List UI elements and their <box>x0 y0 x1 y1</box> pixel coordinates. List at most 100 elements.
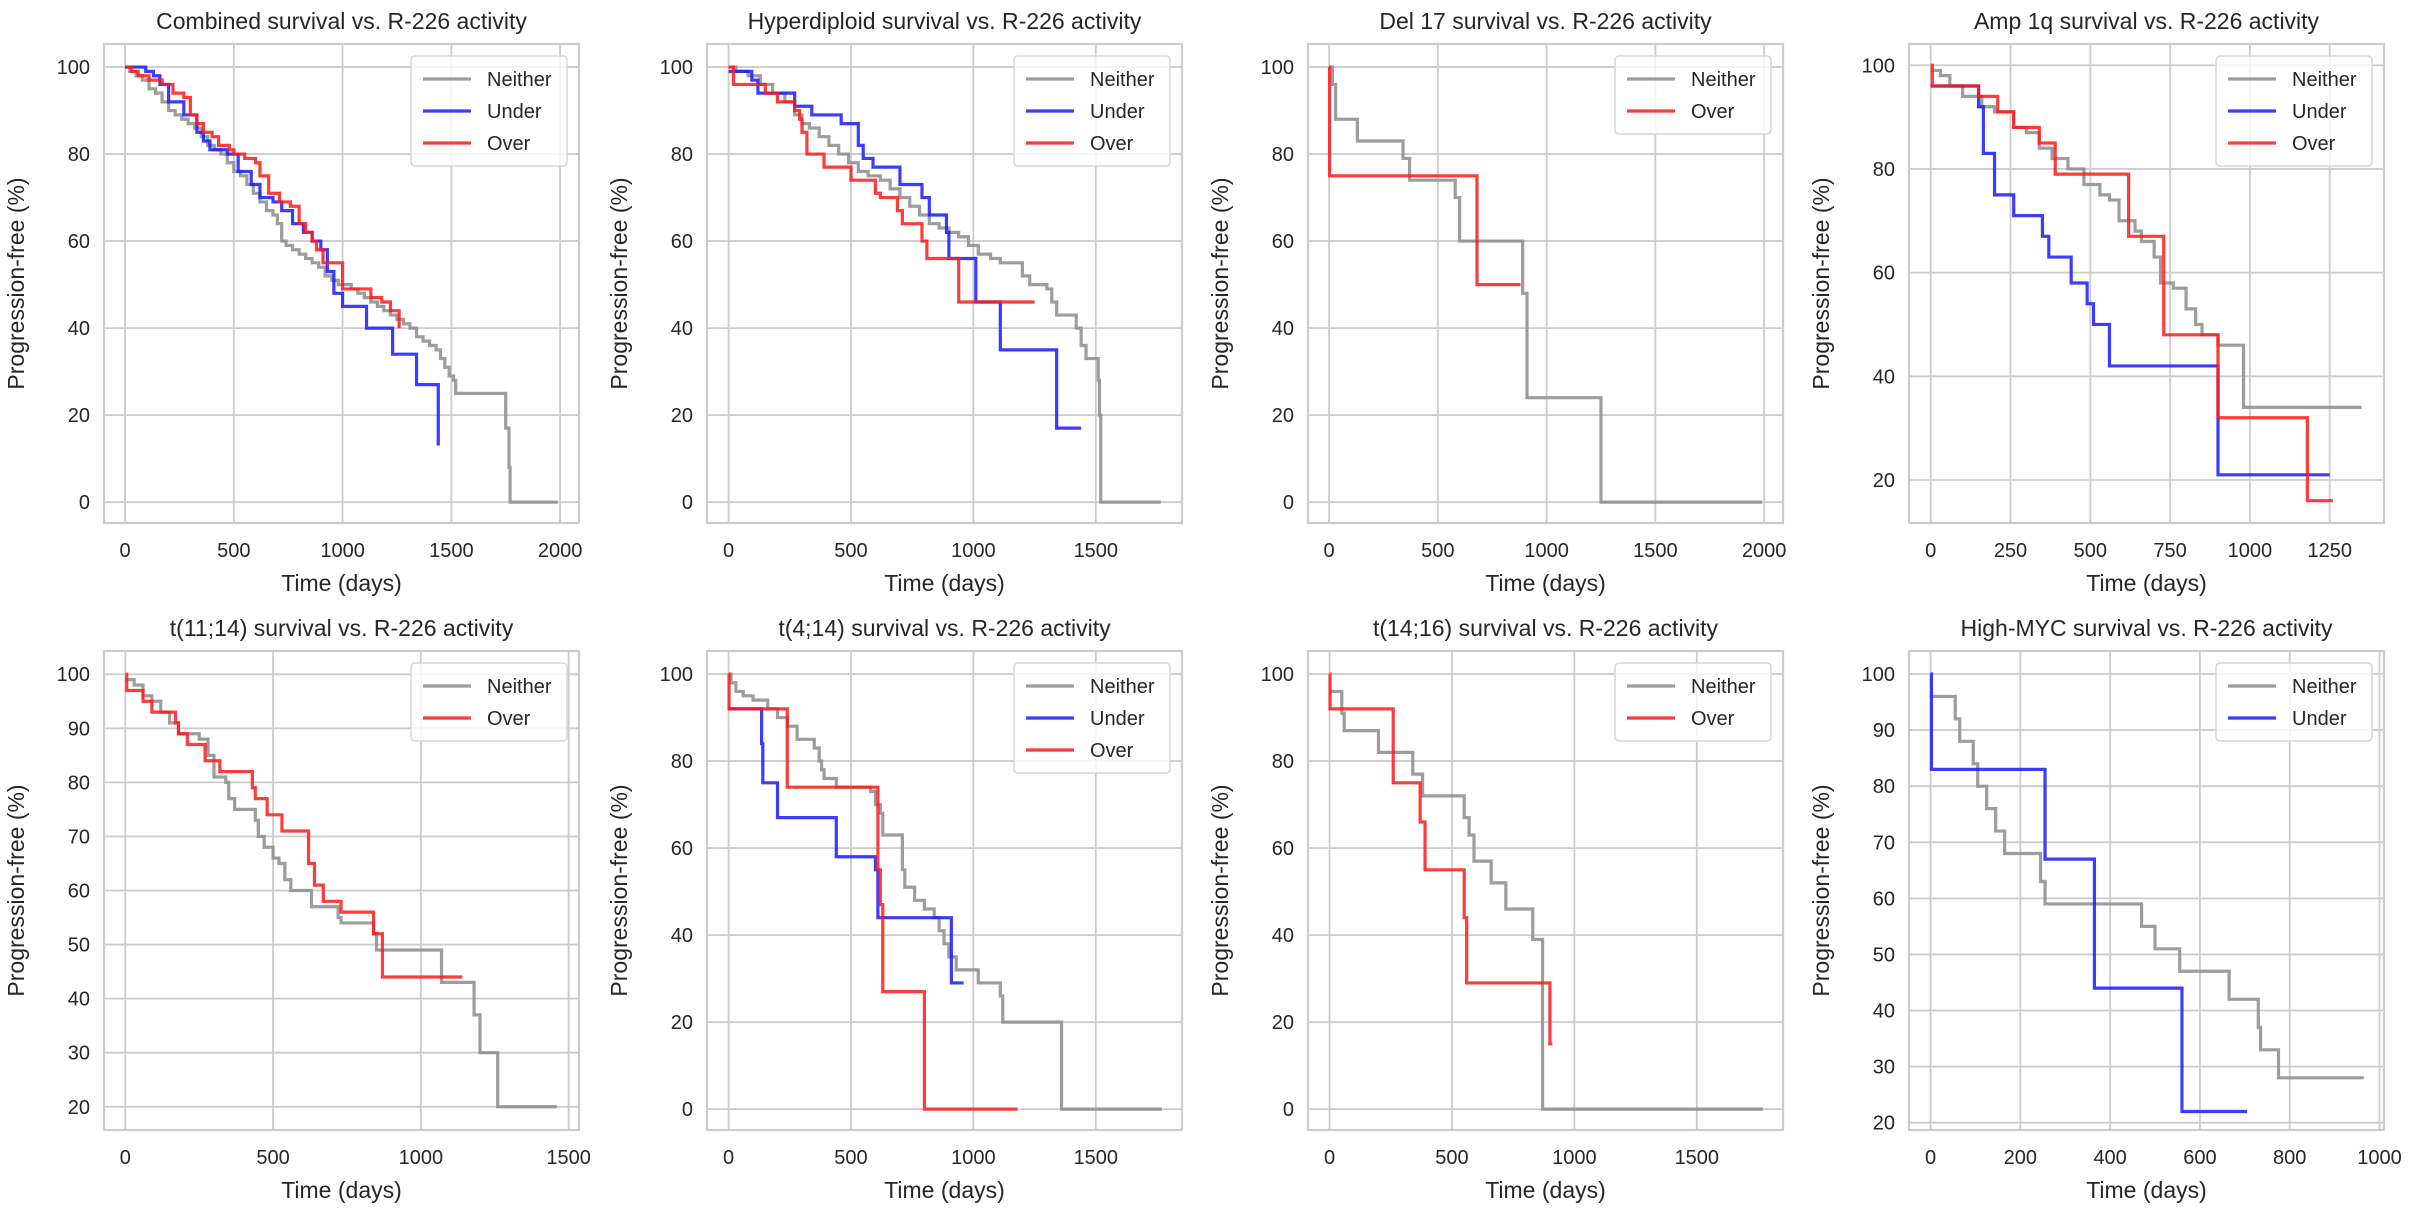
x-tick-label: 500 <box>834 1147 867 1169</box>
legend-label-under: Under <box>1090 101 1145 123</box>
x-tick-label: 500 <box>2074 540 2107 562</box>
y-tick-label: 100 <box>1261 57 1294 79</box>
series-over-line <box>728 65 1035 304</box>
legend-frame <box>410 662 568 742</box>
y-tick-label: 60 <box>671 231 693 253</box>
legend: Neither Under Over <box>2215 55 2373 167</box>
subplot-title: Hyperdiploid survival vs. R-226 activity <box>748 8 1142 34</box>
x-tick-label: 1500 <box>1074 540 1119 562</box>
y-axis-label: Progression-free (%) <box>606 784 632 996</box>
x-tick-label: 0 <box>1324 540 1335 562</box>
x-tick-label: 750 <box>2153 540 2186 562</box>
subplot-title: Combined survival vs. R-226 activity <box>156 8 527 34</box>
x-tick-label: 0 <box>120 1147 131 1169</box>
y-tick-label: 20 <box>671 405 693 427</box>
x-tick-label: 400 <box>2093 1147 2126 1169</box>
axes-frame <box>102 42 581 525</box>
subplot-5: 0 500 1000 1500 20 30 40 50 60 70 80 90 100 t(11;14) … <box>3 615 591 1203</box>
y-tick-label: 80 <box>1272 144 1294 166</box>
legend: Neither Over <box>1614 55 1772 135</box>
y-tick-label: 20 <box>1272 405 1294 427</box>
series-under-line <box>1930 84 2330 477</box>
legend-frame <box>1614 55 1772 135</box>
y-tick-label: 60 <box>1873 888 1895 910</box>
legend-frame <box>410 55 568 167</box>
axes-frame <box>1907 42 2386 525</box>
y-tick-label: 20 <box>1873 1113 1895 1135</box>
legend-frame <box>1614 662 1772 742</box>
y-tick-label: 100 <box>1862 55 1895 77</box>
subplot-2: 0 500 1000 1500 0 20 40 60 80 100 Hyperdiploid sur… <box>606 8 1184 596</box>
x-tick-label: 0 <box>1324 1147 1335 1169</box>
y-tick-label: 20 <box>1873 470 1895 492</box>
x-tick-label: 0 <box>120 540 131 562</box>
legend-label-over: Over <box>1691 708 1735 730</box>
x-tick-label: 1000 <box>1524 540 1569 562</box>
subplot-title: Del 17 survival vs. R-226 activity <box>1379 8 1712 34</box>
subplot-title: t(14;16) survival vs. R-226 activity <box>1373 615 1719 641</box>
x-axis-label: Time (days) <box>2086 570 2207 596</box>
y-axis-label: Progression-free (%) <box>3 177 29 389</box>
legend-label-neither: Neither <box>1090 676 1155 698</box>
series-over-line <box>125 672 463 979</box>
legend-frame <box>2215 55 2373 167</box>
y-tick-label: 0 <box>1283 1099 1294 1121</box>
y-tick-label: 90 <box>1873 720 1895 742</box>
series-over-line <box>1327 65 1521 287</box>
subplot-6: 0 500 1000 1500 0 20 40 60 80 100 t(4;14) survival… <box>606 615 1184 1203</box>
series-under-line <box>125 65 440 446</box>
legend-label-under: Under <box>1090 708 1145 730</box>
y-tick-label: 40 <box>1272 318 1294 340</box>
x-tick-label: 1500 <box>1074 1147 1119 1169</box>
legend-frame <box>1013 55 1171 167</box>
series-neither-line <box>1329 689 1763 1111</box>
axes-frame <box>1907 649 2386 1132</box>
legend-label-over: Over <box>487 133 531 155</box>
y-tick-label: 100 <box>1261 664 1294 686</box>
x-tick-label: 1250 <box>2307 540 2352 562</box>
y-axis-label: Progression-free (%) <box>1207 177 1233 389</box>
legend-frame <box>2215 662 2373 742</box>
x-tick-label: 1000 <box>2228 540 2273 562</box>
legend: Neither Under Over <box>410 55 568 167</box>
y-tick-label: 0 <box>1283 492 1294 514</box>
series-under-line <box>728 707 964 985</box>
series-over-line <box>727 672 1018 1111</box>
y-tick-label: 60 <box>68 231 90 253</box>
y-tick-label: 30 <box>68 1043 90 1065</box>
x-tick-label: 1000 <box>399 1147 444 1169</box>
y-tick-label: 80 <box>68 772 90 794</box>
x-axis-label: Time (days) <box>884 570 1005 596</box>
y-tick-label: 40 <box>68 989 90 1011</box>
y-tick-label: 90 <box>68 718 90 740</box>
y-tick-label: 100 <box>660 57 693 79</box>
x-axis-label: Time (days) <box>281 570 402 596</box>
legend-label-neither: Neither <box>1691 676 1756 698</box>
legend-label-neither: Neither <box>487 69 552 91</box>
legend-label-neither: Neither <box>2292 69 2357 91</box>
x-axis-label: Time (days) <box>884 1177 1005 1203</box>
axes-frame <box>102 649 581 1132</box>
legend-label-over: Over <box>1090 740 1134 762</box>
legend-label-over: Over <box>487 708 531 730</box>
x-tick-label: 800 <box>2273 1147 2306 1169</box>
series-over-line <box>1930 63 2333 503</box>
subplot-8: 0 200 400 600 800 1000 20 30 40 50 60 70 80 90 100 High… <box>1808 615 2402 1203</box>
x-tick-label: 1000 <box>951 540 996 562</box>
axes-frame <box>1306 42 1785 525</box>
x-tick-label: 1000 <box>2357 1147 2402 1169</box>
y-tick-label: 20 <box>671 1012 693 1034</box>
series-over-line <box>1328 672 1553 1046</box>
series-under-line <box>1929 672 2248 1114</box>
y-tick-label: 20 <box>1272 1012 1294 1034</box>
x-tick-label: 2000 <box>1742 540 1787 562</box>
x-tick-label: 500 <box>834 540 867 562</box>
y-tick-label: 60 <box>671 838 693 860</box>
y-axis-label: Progression-free (%) <box>1808 784 1834 996</box>
x-tick-label: 0 <box>723 1147 734 1169</box>
legend-label-under: Under <box>487 101 542 123</box>
legend-label-neither: Neither <box>2292 676 2357 698</box>
y-tick-label: 70 <box>68 826 90 848</box>
x-axis-label: Time (days) <box>1485 570 1606 596</box>
y-tick-label: 80 <box>1873 776 1895 798</box>
